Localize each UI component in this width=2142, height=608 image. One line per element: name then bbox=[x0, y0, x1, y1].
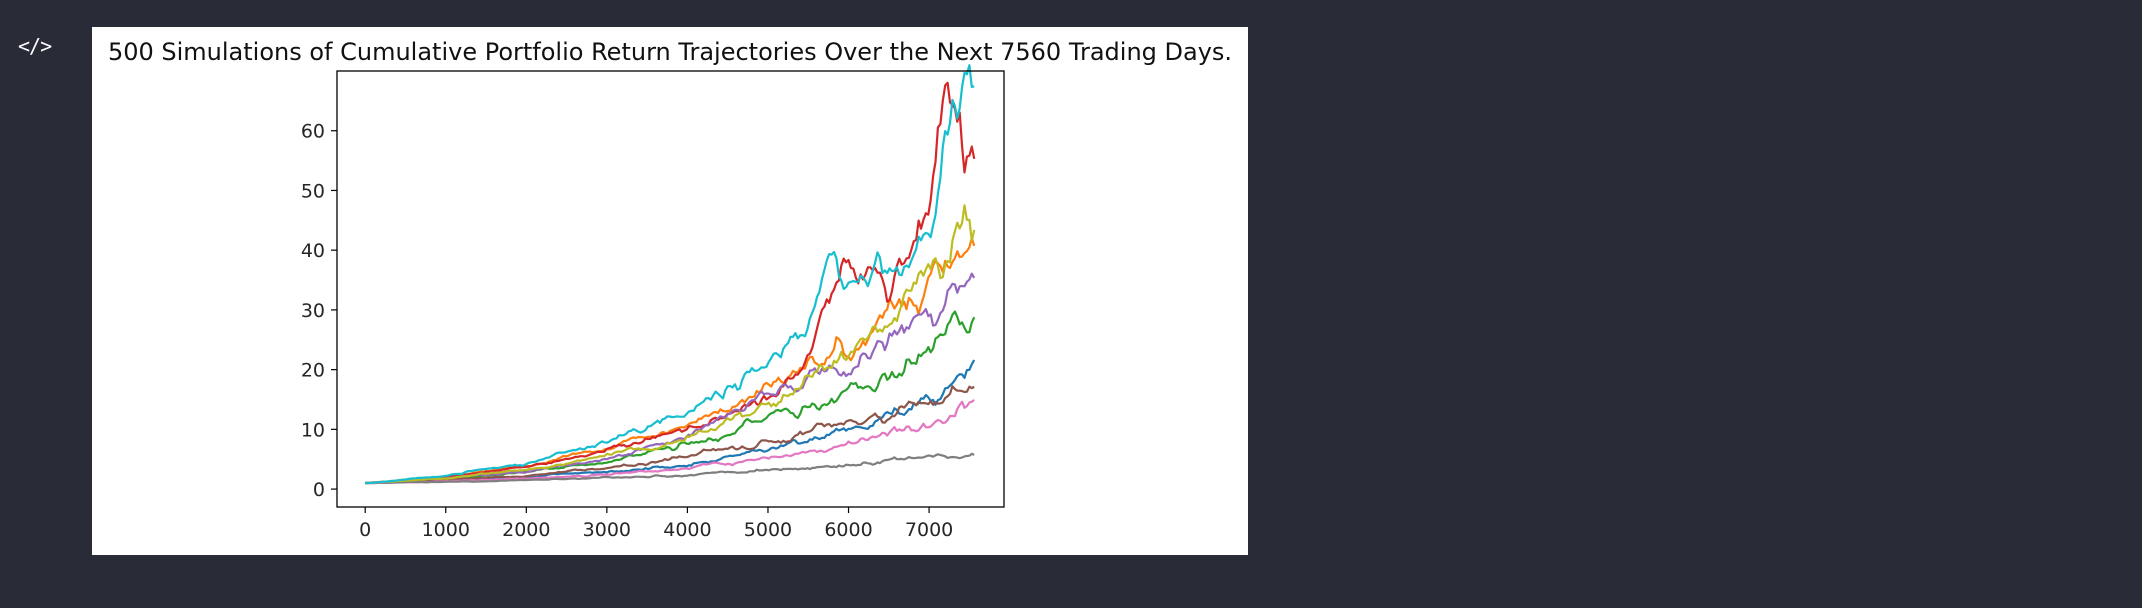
code-icon[interactable]: </> bbox=[18, 34, 52, 58]
trajectory-line-10 bbox=[365, 64, 975, 485]
x-tick-label: 6000 bbox=[824, 519, 872, 541]
y-axis: 0 10 20 30 40 50 60 bbox=[301, 121, 337, 501]
y-tick-label: 20 bbox=[301, 360, 325, 382]
plot-frame bbox=[336, 70, 1005, 508]
x-tick-label: 2000 bbox=[502, 519, 550, 541]
y-tick-label: 10 bbox=[301, 419, 325, 441]
trajectory-line-8 bbox=[365, 452, 975, 485]
monte-carlo-chart: 500 Simulations of Cumulative Portfolio … bbox=[108, 38, 1232, 541]
trajectory-line-6 bbox=[365, 385, 975, 485]
series-lines bbox=[365, 64, 976, 485]
y-tick-label: 30 bbox=[301, 300, 325, 322]
trajectory-line-5 bbox=[365, 272, 976, 485]
x-tick-label: 4000 bbox=[663, 519, 711, 541]
y-tick-label: 50 bbox=[301, 180, 325, 202]
x-tick-label: 7000 bbox=[905, 519, 953, 541]
y-tick-label: 40 bbox=[301, 240, 325, 262]
chart-title: 500 Simulations of Cumulative Portfolio … bbox=[108, 38, 1232, 66]
trajectory-line-7 bbox=[365, 399, 975, 485]
y-tick-label: 60 bbox=[301, 121, 325, 143]
x-tick-label: 5000 bbox=[744, 519, 792, 541]
x-tick-label: 0 bbox=[359, 519, 371, 541]
trajectory-line-3 bbox=[365, 310, 976, 485]
x-tick-label: 3000 bbox=[583, 519, 631, 541]
trajectory-line-9 bbox=[365, 204, 976, 485]
output-panel: 500 Simulations of Cumulative Portfolio … bbox=[92, 27, 1248, 555]
x-tick-label: 1000 bbox=[422, 519, 470, 541]
trajectory-line-2 bbox=[365, 236, 976, 485]
x-axis: 0 1000 2000 3000 4000 5000 6000 7000 bbox=[359, 507, 953, 541]
y-tick-label: 0 bbox=[313, 479, 325, 501]
